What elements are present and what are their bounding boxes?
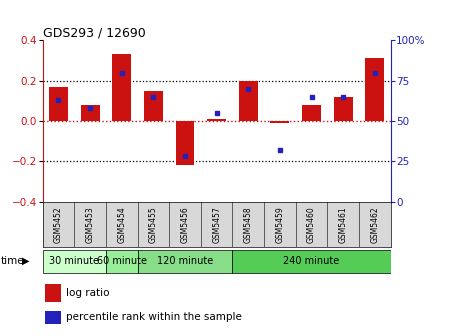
Text: GDS293 / 12690: GDS293 / 12690 <box>43 26 145 39</box>
Text: GSM5457: GSM5457 <box>212 206 221 243</box>
Bar <box>239 81 258 121</box>
Bar <box>144 91 163 121</box>
Bar <box>334 97 352 121</box>
Text: GSM5455: GSM5455 <box>149 206 158 243</box>
Text: GSM5459: GSM5459 <box>275 206 284 243</box>
Text: GSM5456: GSM5456 <box>180 206 189 243</box>
Text: GSM5461: GSM5461 <box>339 206 348 243</box>
Text: 60 minute: 60 minute <box>97 256 147 266</box>
Bar <box>106 250 137 272</box>
Bar <box>365 58 384 121</box>
Text: GSM5452: GSM5452 <box>54 206 63 243</box>
Bar <box>176 121 194 165</box>
Text: percentile rank within the sample: percentile rank within the sample <box>66 312 242 322</box>
Bar <box>49 87 68 121</box>
Text: 120 minute: 120 minute <box>157 256 213 266</box>
Text: time: time <box>1 256 25 266</box>
Text: ▶: ▶ <box>22 256 29 266</box>
Text: GSM5460: GSM5460 <box>307 206 316 243</box>
Bar <box>302 105 321 121</box>
Text: GSM5462: GSM5462 <box>370 206 379 243</box>
Bar <box>207 119 226 121</box>
Text: GSM5454: GSM5454 <box>117 206 126 243</box>
Bar <box>112 54 131 121</box>
Bar <box>137 250 233 272</box>
Bar <box>270 121 290 123</box>
Text: 30 minute: 30 minute <box>49 256 99 266</box>
Text: 240 minute: 240 minute <box>283 256 340 266</box>
Bar <box>233 250 391 272</box>
Bar <box>43 250 106 272</box>
Text: GSM5458: GSM5458 <box>244 206 253 243</box>
Bar <box>81 105 100 121</box>
Text: log ratio: log ratio <box>66 288 110 298</box>
Text: GSM5453: GSM5453 <box>86 206 95 243</box>
